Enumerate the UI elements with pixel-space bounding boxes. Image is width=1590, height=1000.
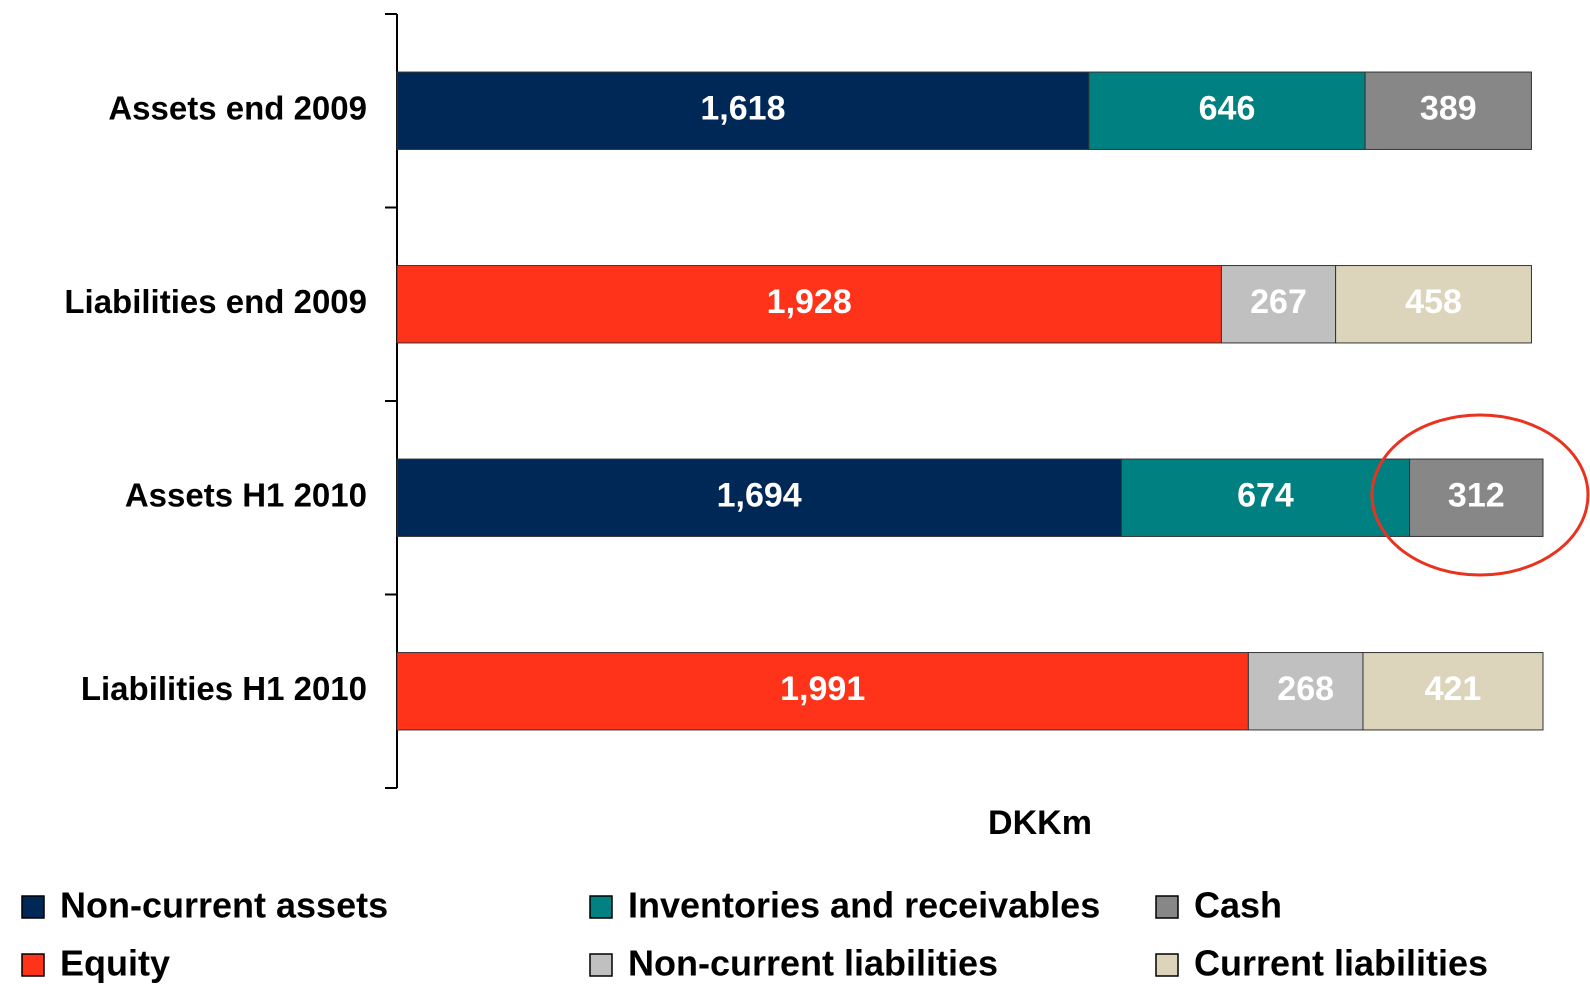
data-label: 421 <box>1425 670 1482 708</box>
legend-swatch <box>21 895 45 919</box>
legend-swatch <box>589 895 613 919</box>
data-label: 1,928 <box>767 283 852 321</box>
data-label: 458 <box>1405 283 1462 321</box>
data-label: 646 <box>1199 90 1256 128</box>
data-label: 267 <box>1250 283 1307 321</box>
legend-label: Equity <box>60 943 170 984</box>
legend-label: Inventories and receivables <box>628 885 1100 926</box>
bar-segment <box>1409 458 1544 537</box>
legend-label: Current liabilities <box>1194 943 1488 984</box>
data-label: 1,694 <box>717 477 802 515</box>
bar-segment <box>1364 71 1532 150</box>
y-tick-label: Assets end 2009 <box>108 89 367 126</box>
legend-swatch <box>21 953 45 977</box>
legend-label: Non-current liabilities <box>628 943 998 984</box>
legend-swatch <box>1155 895 1179 919</box>
y-tick-label: Assets H1 2010 <box>125 476 367 513</box>
x-axis-label: DKKm <box>988 804 1092 842</box>
bar-segment <box>1088 71 1366 150</box>
legend-label: Non-current assets <box>60 885 388 926</box>
bar-segment <box>1247 652 1364 731</box>
bar-segment <box>396 71 1090 150</box>
data-label: 1,618 <box>700 90 785 128</box>
bar-segment <box>1335 265 1532 344</box>
bar-segment <box>1362 652 1544 731</box>
data-label: 268 <box>1277 670 1334 708</box>
data-label: 674 <box>1237 477 1294 515</box>
y-tick-label: Liabilities H1 2010 <box>81 670 367 707</box>
legend-swatch <box>1155 953 1179 977</box>
data-label: 312 <box>1448 477 1505 515</box>
legend-label: Cash <box>1194 885 1282 926</box>
y-tick-label: Liabilities end 2009 <box>64 283 367 320</box>
data-label: 1,991 <box>780 670 865 708</box>
legend-swatch <box>589 953 613 977</box>
data-label: 389 <box>1420 90 1477 128</box>
highlight-circle <box>1370 413 1590 577</box>
bar-segment <box>1120 458 1411 537</box>
bar-segment <box>396 652 1249 731</box>
